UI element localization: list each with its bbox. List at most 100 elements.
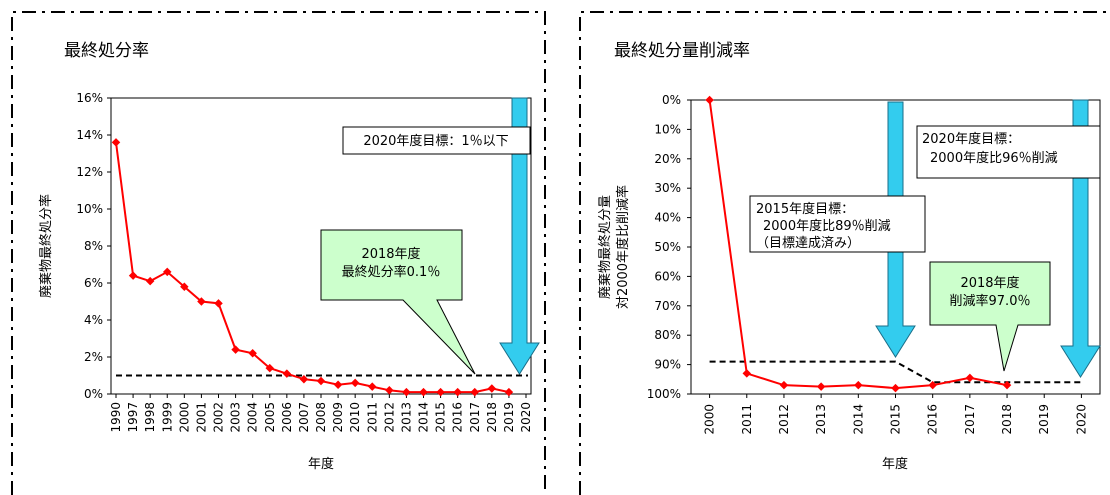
right-callout-line1: 2018年度	[960, 275, 1019, 291]
right-data-point	[1002, 380, 1012, 390]
left-data-point	[487, 384, 497, 393]
right-ytick-label: 20%	[654, 152, 681, 166]
right-ytick-label: 10%	[654, 122, 681, 136]
left-xtick-label: 2008	[314, 402, 328, 433]
left-data-point	[282, 369, 292, 378]
left-xtick-label: 2002	[212, 402, 226, 433]
right-2020-target-line2: 2000年度比96％削減	[930, 150, 1058, 166]
left-xtick-label: 2001	[194, 402, 208, 433]
left-ytick-label: 16%	[76, 91, 103, 105]
right-data-point	[965, 373, 975, 383]
left-xtick-label: 1999	[160, 402, 174, 433]
right-xtick-label: 2019	[1037, 404, 1051, 435]
left-data-point	[231, 345, 240, 354]
right-xtick-label: 2000	[703, 404, 717, 435]
left-ytick-label: 2%	[84, 350, 103, 364]
right-data-point	[928, 380, 937, 390]
right-callout-line2: 削減率97.0％	[950, 293, 1031, 309]
right-ytick-label: 0%	[662, 93, 681, 107]
right-2020-target-box	[916, 125, 1101, 179]
left-data-point	[316, 376, 326, 386]
left-data-point	[504, 387, 514, 397]
left-data-point	[111, 138, 121, 147]
left-xtick-label: 2003	[229, 402, 243, 433]
left-xtick-label: 2009	[331, 402, 345, 433]
left-data-point	[350, 378, 360, 388]
right-xtick-label: 2014	[851, 404, 865, 435]
left-xtick-label: 2000	[177, 402, 191, 433]
right-data-point	[854, 380, 863, 390]
left-ytick-label: 0%	[84, 387, 103, 401]
right-2015-target-line1: 2015年度目標：	[756, 201, 854, 217]
left-ytick-label: 8%	[84, 239, 103, 253]
right-2015-target-line2: 2000年度比89％削減	[763, 218, 891, 234]
left-ytick-label: 4%	[84, 313, 103, 327]
right-2015-target-line3: （目標達成済み）	[756, 235, 860, 251]
panel-right-border	[579, 11, 1108, 495]
left-data-point	[470, 387, 479, 397]
right-xtick-label: 2015	[889, 404, 903, 435]
left-data-point	[180, 282, 189, 291]
left-xtick-label: 1990	[109, 402, 123, 433]
left-xtick-label: 2018	[485, 402, 499, 433]
left-xtick-label: 2005	[263, 402, 277, 433]
left-data-point	[368, 382, 377, 391]
left-xtick-label: 2010	[348, 402, 362, 433]
left-data-point	[453, 387, 462, 397]
left-xtick-label: 2017	[468, 402, 482, 433]
left-xtick-label: 1997	[126, 402, 140, 433]
right-ylabel-line2: 対2000年度比削減率	[615, 185, 631, 309]
left-ylabel: 廃棄物最終処分率	[38, 194, 54, 298]
right-xtick-label: 2020	[1074, 404, 1088, 435]
right-xlabel: 年度	[882, 456, 908, 472]
left-data-point	[419, 387, 428, 397]
left-xtick-label: 2015	[434, 402, 448, 433]
right-data-point	[742, 369, 752, 378]
right-xtick-label: 2018	[1000, 404, 1014, 435]
right-chart-title: 最終処分量削減率	[614, 41, 750, 61]
left-xtick-label: 2016	[451, 402, 465, 433]
left-data-point	[402, 387, 411, 397]
left-xtick-label: 2013	[399, 402, 413, 433]
left-data-point	[145, 276, 155, 286]
right-ytick-label: 70%	[654, 299, 681, 313]
right-callout-box	[929, 261, 1051, 372]
right-ylabel-line1: 廃棄物最終処分量	[597, 195, 613, 299]
left-ytick-label: 10%	[76, 202, 103, 216]
left-data-point	[163, 267, 172, 277]
right-xtick-label: 2012	[777, 404, 791, 435]
right-ytick-label: 30%	[654, 181, 681, 195]
left-callout-line1: 2018年度	[361, 246, 420, 262]
right-xtick-label: 2017	[963, 404, 977, 435]
left-data-point	[299, 374, 309, 384]
left-xtick-label: 2020	[519, 402, 533, 433]
right-xtick-label: 2016	[926, 404, 940, 435]
right-ytick-label: 50%	[654, 240, 681, 254]
left-data-point	[214, 299, 223, 308]
right-data-point	[705, 95, 714, 105]
right-ytick-label: 80%	[654, 328, 681, 342]
left-callout-line2: 最終処分率0.1％	[342, 264, 441, 280]
right-ytick-label: 90%	[654, 358, 681, 372]
left-callout-box	[320, 229, 476, 375]
right-ytick-label: 100%	[647, 387, 681, 401]
left-data-point	[248, 349, 257, 358]
right-2015-target-box	[749, 195, 926, 253]
right-ytick-label: 40%	[654, 211, 681, 225]
left-data-point	[436, 387, 445, 397]
panel-left-border	[11, 11, 546, 495]
right-ytick-label: 60%	[654, 269, 681, 283]
right-xtick-label: 2013	[814, 404, 828, 435]
left-xtick-label: 2012	[382, 402, 396, 433]
left-data-point	[128, 271, 138, 280]
right-2020-target-line1: 2020年度目標：	[922, 131, 1020, 147]
left-ytick-label: 14%	[76, 128, 103, 142]
left-data-point	[265, 363, 274, 373]
left-target-label: 2020年度目標：1％以下	[363, 133, 508, 149]
right-xtick-label: 2011	[740, 404, 754, 435]
left-ytick-label: 12%	[76, 165, 103, 179]
right-data-point	[891, 383, 900, 393]
left-xtick-label: 2014	[417, 402, 431, 433]
left-xtick-label: 2007	[297, 402, 311, 433]
